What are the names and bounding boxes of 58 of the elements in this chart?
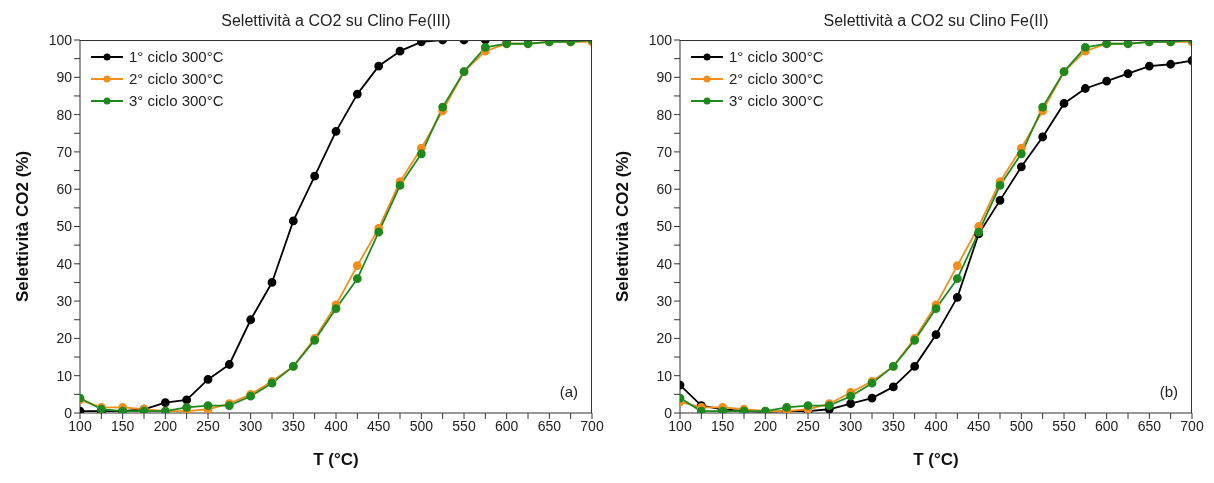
x-tick-label: 400 [324, 417, 348, 434]
y-tick-label: 60 [656, 181, 673, 198]
y-tick-label: 80 [56, 106, 73, 123]
y-tick-label: 40 [656, 255, 673, 272]
x-tick-label: 150 [710, 417, 735, 434]
x-tick-label: 450 [366, 417, 391, 434]
x-tick-label: 350 [281, 417, 306, 434]
x-tick-label: 150 [110, 417, 135, 434]
y-tick-label: 70 [656, 143, 673, 160]
legend-label: 1° ciclo 300°C [129, 47, 224, 67]
x-tick-label: 400 [924, 417, 948, 434]
y-tick-label: 100 [48, 31, 73, 48]
x-tick-label: 200 [153, 417, 178, 434]
legend-label: 1° ciclo 300°C [729, 47, 824, 67]
x-tick-label: 500 [409, 417, 434, 434]
x-tick-label: 300 [838, 417, 863, 434]
y-axis-title: Selettività CO2 (%) [613, 150, 633, 303]
x-tick-label: 700 [580, 417, 604, 434]
y-axis-title: Selettività CO2 (%) [13, 150, 33, 303]
y-tick-label: 50 [56, 218, 73, 235]
x-tick-label: 550 [452, 417, 476, 434]
y-tick-label: 20 [656, 330, 673, 347]
x-tick-label: 550 [1052, 417, 1076, 434]
x-tick-label: 600 [1094, 417, 1119, 434]
y-tick-label: 90 [656, 69, 673, 86]
y-tick-label: 90 [56, 69, 73, 86]
y-tick-label: 70 [56, 143, 73, 160]
x-tick-label: 450 [966, 417, 991, 434]
y-tick-label: 10 [656, 367, 673, 384]
y-tick-label: 10 [56, 367, 73, 384]
x-tick-label: 600 [494, 417, 519, 434]
y-tick-label: 80 [656, 106, 673, 123]
legend-label: 3° ciclo 300°C [129, 91, 224, 111]
x-axis-title: T (°C) [313, 450, 359, 469]
annotation: (b) [1159, 383, 1178, 400]
x-tick-label: 650 [1137, 417, 1162, 434]
x-tick-label: 200 [753, 417, 778, 434]
y-tick-label: 40 [56, 255, 73, 272]
y-tick-label: 100 [648, 31, 673, 48]
x-tick-label: 350 [881, 417, 906, 434]
x-axis-title: T (°C) [913, 450, 959, 469]
x-tick-label: 650 [537, 417, 562, 434]
chart-title: Selettività a CO2 su Clino Fe(III) [220, 12, 452, 30]
y-tick-label: 60 [56, 181, 73, 198]
x-tick-label: 300 [238, 417, 263, 434]
annotation: (a) [559, 383, 578, 400]
chart-title: Selettività a CO2 su Clino Fe(II) [822, 12, 1050, 30]
x-tick-label: 250 [796, 417, 820, 434]
legend-label: 2° ciclo 300°C [729, 69, 824, 89]
y-tick-label: 50 [656, 218, 673, 235]
legend-label: 2° ciclo 300°C [129, 69, 224, 89]
y-tick-label: 20 [56, 330, 73, 347]
x-tick-label: 500 [1009, 417, 1034, 434]
legend-label: 3° ciclo 300°C [729, 91, 824, 111]
x-tick-label: 700 [1180, 417, 1204, 434]
y-tick-label: 30 [656, 293, 673, 310]
y-tick-label: 30 [56, 293, 73, 310]
x-tick-label: 250 [196, 417, 220, 434]
